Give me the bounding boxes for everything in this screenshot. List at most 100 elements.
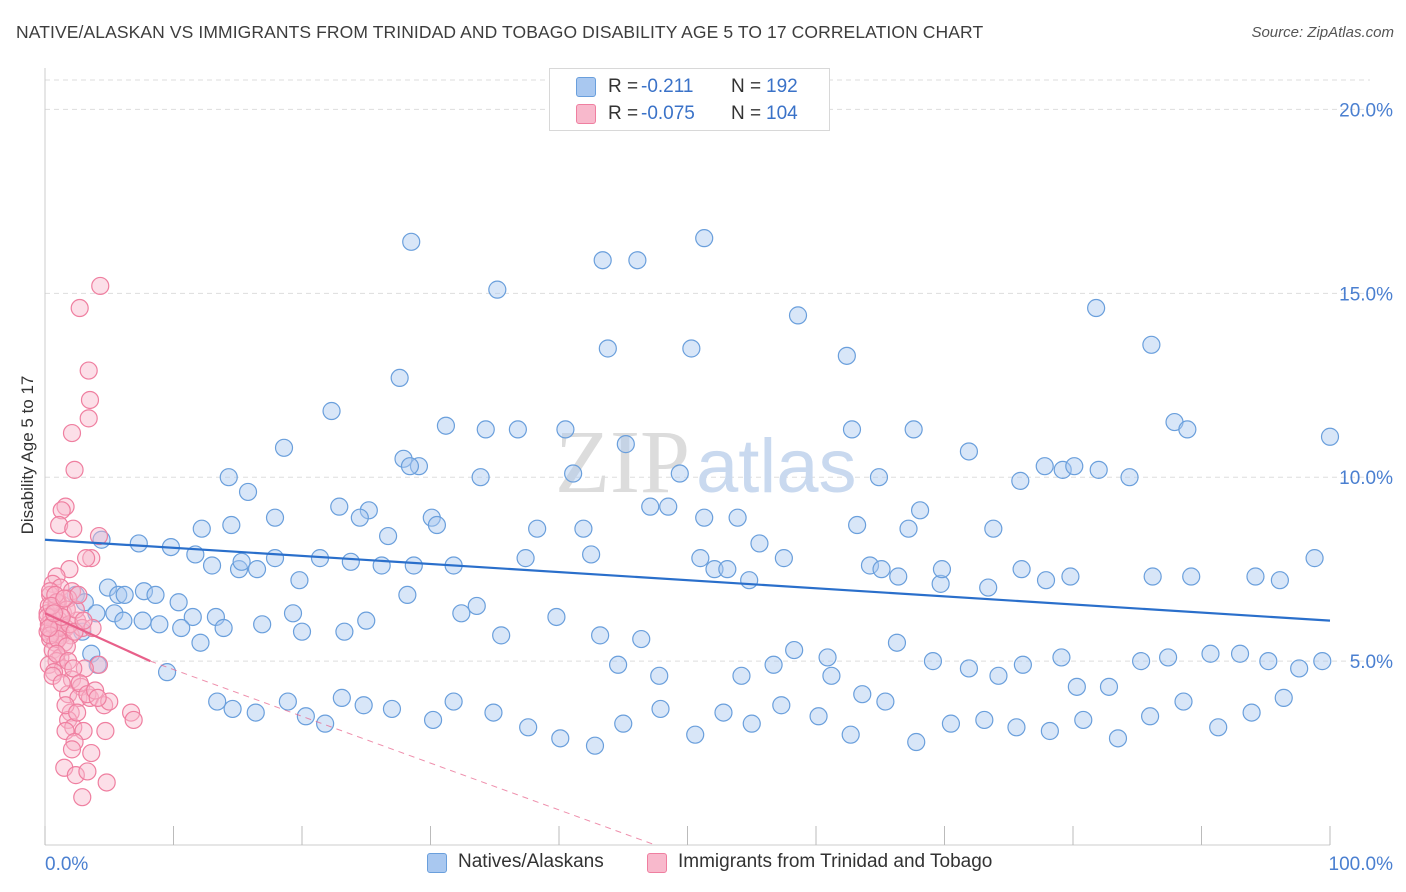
natives-point <box>274 438 294 457</box>
natives-point <box>223 699 242 719</box>
natives-point <box>354 696 373 715</box>
natives-point <box>322 401 341 421</box>
trinidad-point <box>65 732 84 752</box>
natives-point <box>115 585 134 605</box>
natives-point <box>1065 457 1084 476</box>
natives-point <box>357 611 376 630</box>
natives-point <box>941 714 961 733</box>
natives-point <box>1142 335 1161 354</box>
natives-point <box>785 640 804 660</box>
source-label: Source: ZipAtlas.com <box>1251 24 1394 41</box>
natives-point <box>402 232 421 251</box>
watermark-zip: ZIP <box>555 413 690 512</box>
natives-point <box>484 703 503 722</box>
natives-point <box>609 655 628 674</box>
natives-point <box>278 692 297 711</box>
x-tick-label: 0.0% <box>45 854 88 875</box>
natives-point <box>591 626 610 645</box>
natives-point <box>488 280 507 299</box>
natives-point <box>98 578 118 597</box>
trinidad-point <box>124 710 143 730</box>
trinidad-point <box>74 611 93 630</box>
natives-point <box>208 692 227 711</box>
natives-point <box>1246 567 1265 586</box>
trinidad-point <box>86 681 105 700</box>
natives-point <box>283 604 303 623</box>
natives-point <box>564 464 583 483</box>
natives-point <box>853 685 872 704</box>
natives-point <box>452 604 471 623</box>
chart-title: NATIVE/ALASKAN VS IMMIGRANTS FROM TRINID… <box>16 22 984 42</box>
natives-point <box>1270 571 1289 590</box>
trinidad-point <box>59 685 78 704</box>
natives-point <box>556 420 575 439</box>
natives-point <box>651 699 670 719</box>
natives-point <box>229 560 249 579</box>
natives-point <box>1143 567 1162 586</box>
natives-point <box>682 339 701 358</box>
natives-point <box>382 699 402 719</box>
natives-point <box>650 666 669 685</box>
trinidad-point <box>77 549 96 568</box>
natives-point <box>907 732 926 752</box>
natives-point <box>133 611 152 630</box>
bottom-legend-label: Immigrants from Trinidad and Tobago <box>678 851 993 872</box>
natives-point <box>183 607 202 627</box>
natives-point <box>1182 567 1201 586</box>
natives-point <box>444 692 463 711</box>
legend-r-label: R = <box>608 76 639 97</box>
natives-point <box>157 663 177 682</box>
trinidad-point <box>57 637 76 656</box>
trinidad-point <box>89 655 109 674</box>
legend-r-value: -0.075 <box>641 103 695 124</box>
natives-point <box>740 571 759 590</box>
watermark-atlas: atlas <box>696 424 857 509</box>
natives-point <box>1201 644 1220 663</box>
trinidad-point <box>82 549 101 568</box>
legend-swatch-pink <box>576 104 596 124</box>
trinidad-point <box>97 773 116 792</box>
natives-point <box>1174 692 1193 711</box>
natives-point <box>1313 652 1332 671</box>
natives-point <box>984 519 1003 538</box>
natives-point <box>476 420 495 439</box>
natives-point <box>695 229 714 248</box>
natives-point <box>551 729 570 748</box>
natives-point <box>350 508 369 527</box>
natives-point <box>705 560 724 579</box>
natives-point <box>742 714 761 733</box>
natives-point <box>872 560 891 579</box>
y-tick-label: 15.0% <box>1339 284 1393 305</box>
natives-point <box>632 629 651 649</box>
natives-point <box>146 585 165 605</box>
natives-point <box>959 659 979 678</box>
natives-point <box>292 622 312 641</box>
natives-point <box>1158 648 1178 667</box>
natives-point <box>842 420 862 439</box>
natives-point <box>1120 468 1139 487</box>
y-tick-label: 20.0% <box>1339 100 1393 121</box>
natives-point <box>253 615 272 634</box>
tick-labels: 5.0% 10.0% 15.0% 20.0% 0.0% 100.0% <box>45 100 1393 875</box>
natives-point <box>238 482 258 502</box>
natives-point <box>860 556 880 575</box>
grid-lines <box>45 79 1370 662</box>
natives-point <box>910 501 930 520</box>
natives-point <box>547 607 566 627</box>
natives-point <box>975 710 994 730</box>
natives-point <box>134 582 154 601</box>
natives-point <box>1011 471 1030 490</box>
natives-point <box>822 666 841 685</box>
natives-point <box>904 420 923 439</box>
natives-point <box>214 618 233 638</box>
trinidad-point <box>62 740 82 759</box>
natives-point <box>1259 652 1278 671</box>
natives-point <box>837 346 856 365</box>
natives-point <box>923 652 943 671</box>
axes <box>44 68 1331 846</box>
natives-point <box>1140 707 1160 726</box>
bottom-swatch-pink <box>647 853 667 873</box>
natives-point <box>889 567 908 586</box>
natives-point <box>316 714 335 733</box>
